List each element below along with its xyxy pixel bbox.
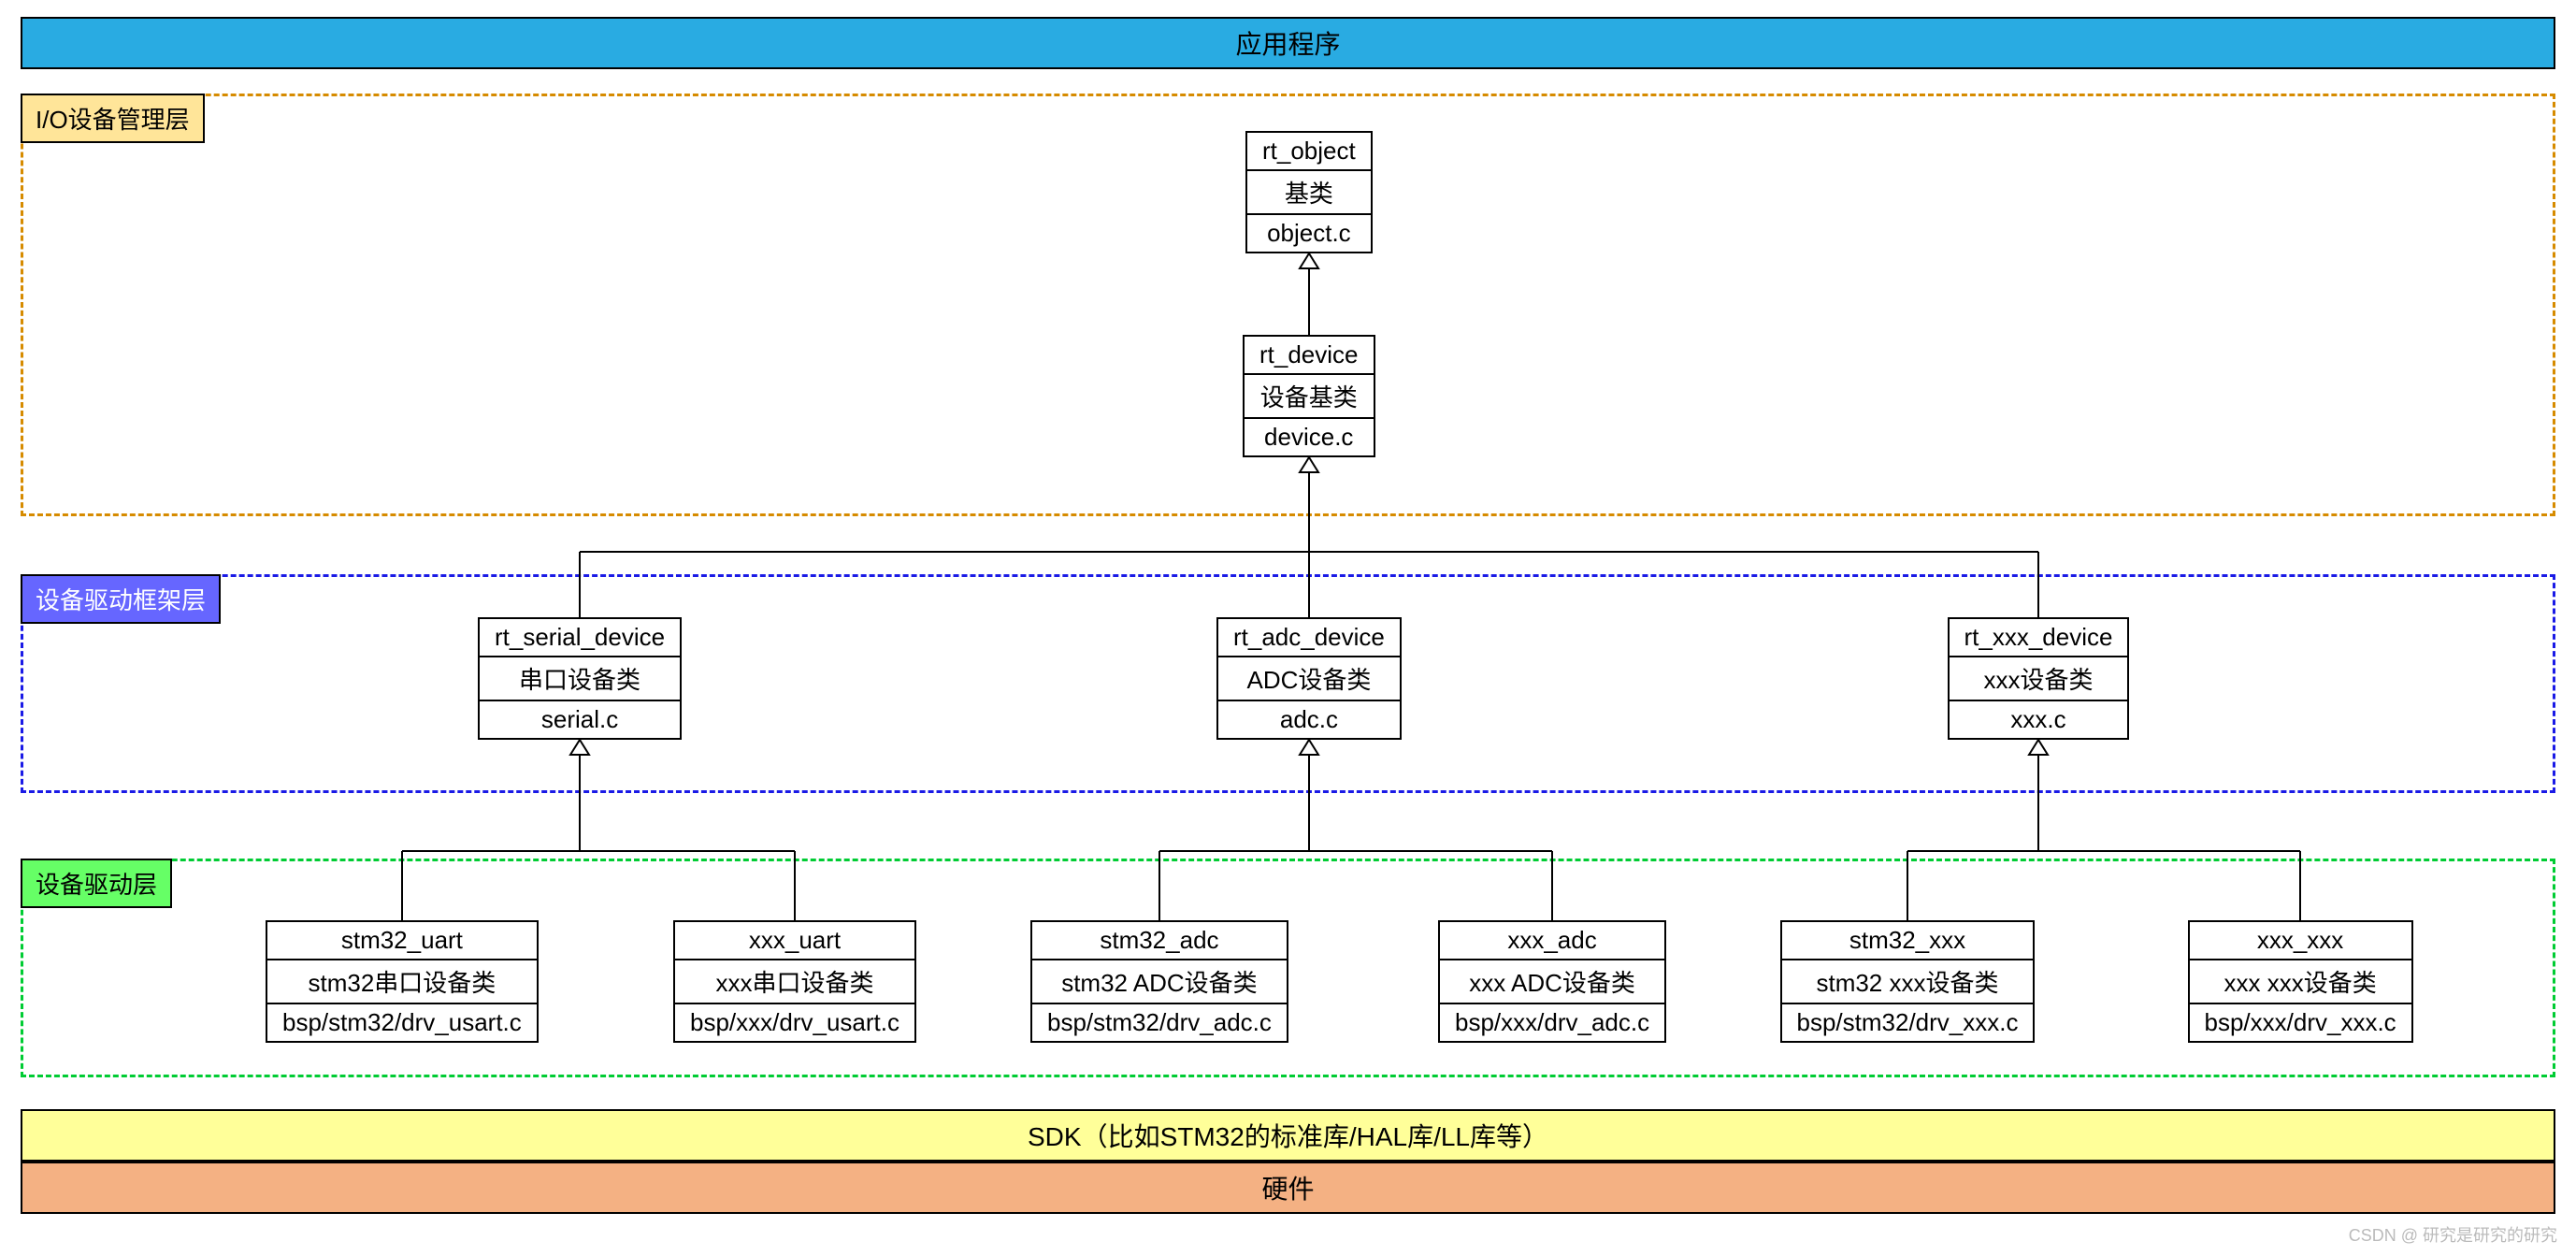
node-xxx-xxx-file: bsp/xxx/drv_xxx.c bbox=[2190, 1003, 2411, 1041]
node-stm32-adc-file: bsp/stm32/drv_adc.c bbox=[1032, 1003, 1287, 1041]
node-rt-xxx-device: rt_xxx_device xxx设备类 xxx.c bbox=[1948, 617, 2130, 740]
node-stm32-adc-name: stm32_adc bbox=[1032, 922, 1287, 959]
node-xxx-adc-name: xxx_adc bbox=[1440, 922, 1664, 959]
node-rt-device-name: rt_device bbox=[1245, 337, 1374, 373]
node-xxx-uart-name: xxx_uart bbox=[675, 922, 914, 959]
node-stm32-uart-file: bsp/stm32/drv_usart.c bbox=[267, 1003, 537, 1041]
node-rt-serial-desc: 串口设备类 bbox=[480, 656, 680, 700]
node-rt-adc-desc: ADC设备类 bbox=[1218, 656, 1400, 700]
node-xxx-adc-desc: xxx ADC设备类 bbox=[1440, 959, 1664, 1003]
node-rt-serial-device: rt_serial_device 串口设备类 serial.c bbox=[478, 617, 682, 740]
node-xxx-xxx-desc: xxx xxx设备类 bbox=[2190, 959, 2411, 1003]
node-rt-object-file: object.c bbox=[1247, 213, 1371, 252]
hardware-layer-band: 硬件 bbox=[21, 1162, 2555, 1214]
node-rt-device-file: device.c bbox=[1245, 417, 1374, 455]
hardware-layer-label: 硬件 bbox=[1261, 1169, 1314, 1206]
node-rt-device: rt_device 设备基类 device.c bbox=[1243, 335, 1375, 457]
node-rt-adc-file: adc.c bbox=[1218, 700, 1400, 738]
node-rt-serial-file: serial.c bbox=[480, 700, 680, 738]
framework-layer-label: 设备驱动框架层 bbox=[21, 574, 221, 624]
io-layer-label: I/O设备管理层 bbox=[21, 94, 205, 143]
node-xxx-xxx-name: xxx_xxx bbox=[2190, 922, 2411, 959]
node-stm32-xxx: stm32_xxx stm32 xxx设备类 bsp/stm32/drv_xxx… bbox=[1780, 920, 2036, 1043]
sdk-layer-label: SDK（比如STM32的标准库/HAL库/LL库等） bbox=[1028, 1117, 1548, 1154]
node-stm32-uart: stm32_uart stm32串口设备类 bsp/stm32/drv_usar… bbox=[266, 920, 539, 1043]
node-rt-object-desc: 基类 bbox=[1247, 169, 1371, 213]
node-stm32-adc: stm32_adc stm32 ADC设备类 bsp/stm32/drv_adc… bbox=[1030, 920, 1288, 1043]
driver-layer-label: 设备驱动层 bbox=[21, 859, 172, 908]
node-xxx-adc: xxx_adc xxx ADC设备类 bsp/xxx/drv_adc.c bbox=[1438, 920, 1666, 1043]
node-rt-serial-name: rt_serial_device bbox=[480, 619, 680, 656]
node-rt-object: rt_object 基类 object.c bbox=[1245, 131, 1373, 253]
node-stm32-adc-desc: stm32 ADC设备类 bbox=[1032, 959, 1287, 1003]
node-rt-xxx-file: xxx.c bbox=[1950, 700, 2128, 738]
node-rt-adc-name: rt_adc_device bbox=[1218, 619, 1400, 656]
node-xxx-uart: xxx_uart xxx串口设备类 bsp/xxx/drv_usart.c bbox=[673, 920, 916, 1043]
node-rt-device-desc: 设备基类 bbox=[1245, 373, 1374, 417]
node-xxx-xxx: xxx_xxx xxx xxx设备类 bsp/xxx/drv_xxx.c bbox=[2188, 920, 2413, 1043]
sdk-layer-band: SDK（比如STM32的标准库/HAL库/LL库等） bbox=[21, 1109, 2555, 1162]
node-rt-object-name: rt_object bbox=[1247, 133, 1371, 169]
node-rt-xxx-desc: xxx设备类 bbox=[1950, 656, 2128, 700]
node-xxx-uart-desc: xxx串口设备类 bbox=[675, 959, 914, 1003]
app-layer-band: 应用程序 bbox=[21, 17, 2555, 69]
node-rt-xxx-name: rt_xxx_device bbox=[1950, 619, 2128, 656]
node-stm32-uart-desc: stm32串口设备类 bbox=[267, 959, 537, 1003]
node-stm32-uart-name: stm32_uart bbox=[267, 922, 537, 959]
node-rt-adc-device: rt_adc_device ADC设备类 adc.c bbox=[1216, 617, 1402, 740]
app-layer-label: 应用程序 bbox=[1235, 24, 1340, 62]
node-stm32-xxx-file: bsp/stm32/drv_xxx.c bbox=[1782, 1003, 2034, 1041]
node-xxx-uart-file: bsp/xxx/drv_usart.c bbox=[675, 1003, 914, 1041]
node-xxx-adc-file: bsp/xxx/drv_adc.c bbox=[1440, 1003, 1664, 1041]
node-stm32-xxx-name: stm32_xxx bbox=[1782, 922, 2034, 959]
node-stm32-xxx-desc: stm32 xxx设备类 bbox=[1782, 959, 2034, 1003]
watermark-text: CSDN @ 研究是研究的研究 bbox=[2349, 1222, 2557, 1247]
